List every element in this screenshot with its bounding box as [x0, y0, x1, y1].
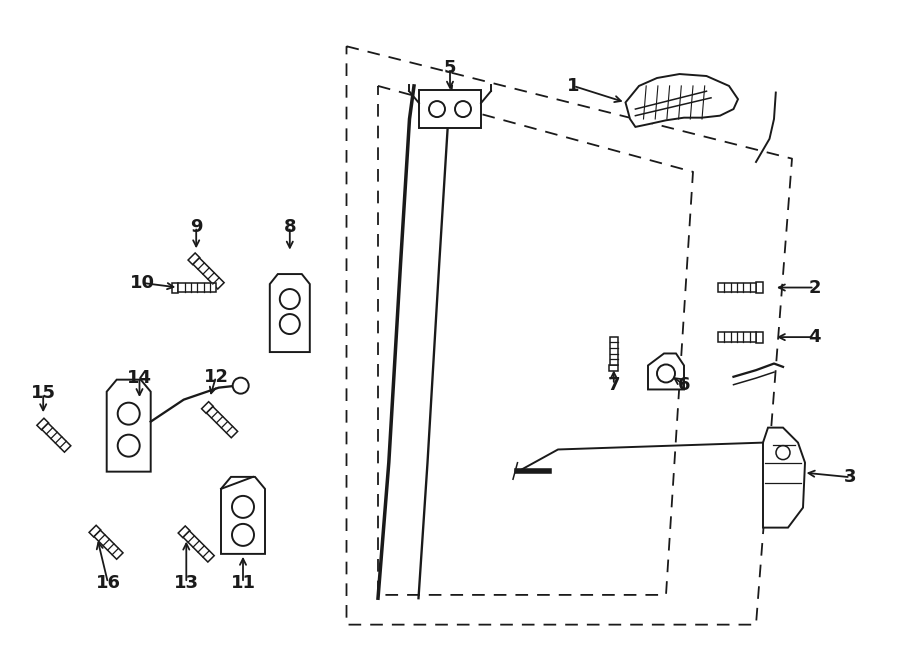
Text: 13: 13: [174, 574, 199, 592]
Text: 10: 10: [130, 274, 155, 292]
Polygon shape: [183, 531, 214, 562]
Polygon shape: [609, 365, 618, 371]
Text: 9: 9: [190, 217, 203, 236]
Polygon shape: [221, 477, 265, 554]
Polygon shape: [626, 74, 738, 127]
Text: 2: 2: [808, 278, 821, 297]
Polygon shape: [188, 253, 200, 264]
Polygon shape: [41, 423, 71, 452]
Polygon shape: [763, 428, 805, 527]
Polygon shape: [756, 282, 763, 293]
Circle shape: [233, 377, 248, 394]
Polygon shape: [270, 274, 310, 352]
Polygon shape: [202, 402, 213, 413]
Text: 15: 15: [31, 384, 56, 403]
Text: 7: 7: [608, 375, 620, 394]
Text: 11: 11: [230, 574, 256, 592]
Polygon shape: [178, 526, 190, 537]
Polygon shape: [756, 332, 763, 342]
Polygon shape: [718, 332, 756, 342]
Text: 4: 4: [808, 328, 821, 346]
Polygon shape: [37, 418, 49, 430]
Text: 8: 8: [284, 217, 296, 236]
Polygon shape: [718, 283, 756, 292]
Polygon shape: [107, 379, 150, 472]
Polygon shape: [419, 90, 481, 128]
Polygon shape: [89, 525, 101, 537]
Text: 12: 12: [203, 368, 229, 386]
Polygon shape: [193, 258, 224, 289]
Text: 16: 16: [95, 574, 121, 592]
Text: 1: 1: [567, 77, 580, 95]
Polygon shape: [648, 354, 684, 389]
Text: 6: 6: [678, 375, 690, 394]
Text: 5: 5: [444, 59, 456, 77]
Polygon shape: [172, 282, 178, 293]
Text: 3: 3: [844, 468, 857, 486]
Text: 14: 14: [127, 369, 152, 387]
Polygon shape: [206, 407, 238, 438]
Polygon shape: [610, 337, 617, 365]
Polygon shape: [178, 283, 216, 292]
Polygon shape: [94, 530, 123, 559]
